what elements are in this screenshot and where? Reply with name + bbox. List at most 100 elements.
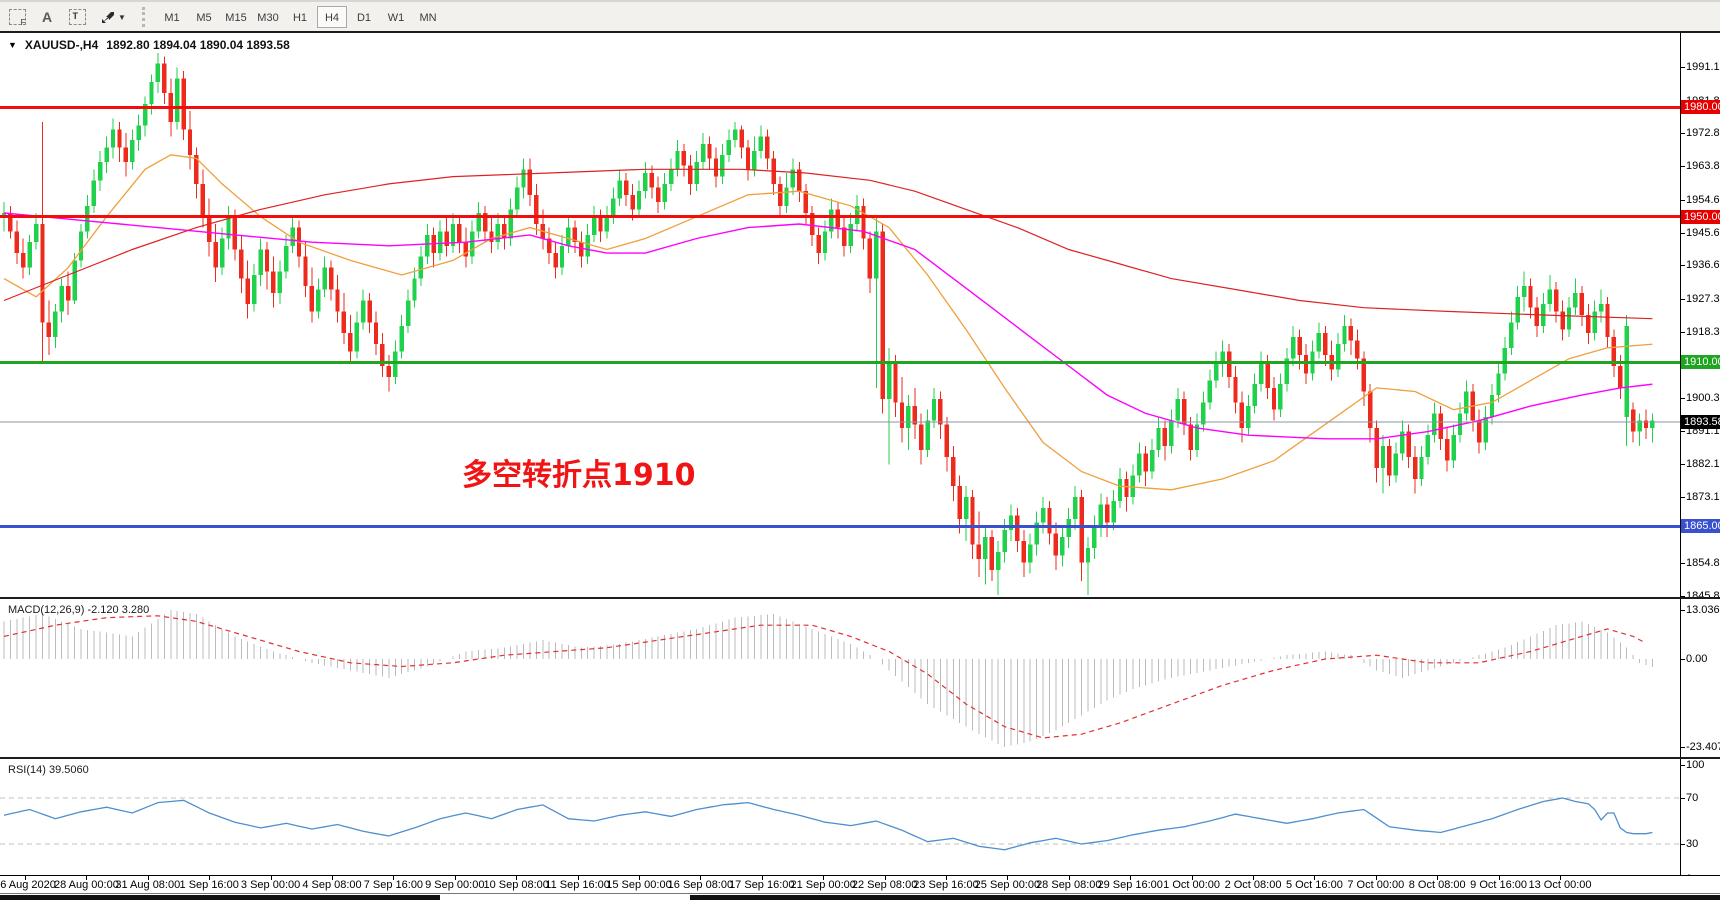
fibonacci-icon: F — [8, 9, 26, 27]
timeframe-button-m5[interactable]: M5 — [189, 6, 219, 28]
macd-panel: MACD(12,26,9) -2.120 3.280 13.036 0.00 -23… — [0, 597, 1720, 757]
time-tick-label: 29 Sep 16:00 — [1097, 879, 1163, 891]
time-tick-label: 9 Oct 16:00 — [1470, 879, 1528, 891]
text-label-icon: A — [41, 9, 53, 25]
macd-signal-line — [3, 615, 1647, 739]
price-level-badge: 1950.00 — [1681, 209, 1720, 224]
scrollbar-track-segment — [690, 895, 1720, 900]
timeframe-button-h1[interactable]: H1 — [285, 6, 315, 28]
macd-label: MACD(12,26,9) -2.120 3.280 — [8, 604, 150, 616]
chart-collapse-icon[interactable]: ▼ — [8, 40, 17, 50]
time-tick — [25, 876, 26, 880]
text-box-tool-button[interactable]: T — [64, 5, 90, 29]
price-tick-label: 1991.10 — [1681, 61, 1720, 73]
ma-mid-magenta — [3, 212, 1653, 440]
time-tick-label: 2 Oct 08:00 — [1224, 879, 1282, 891]
time-tick — [884, 876, 886, 880]
time-tick — [639, 876, 640, 880]
time-tick — [1191, 876, 1193, 880]
time-tick-label: 4 Sep 08:00 — [302, 879, 362, 891]
timeframe-button-d1[interactable]: D1 — [349, 6, 379, 28]
time-tick — [1437, 876, 1439, 880]
price-tick-label: 1972.85 — [1681, 127, 1720, 139]
chart-ohlc-values: 1892.80 1894.04 1890.04 1893.58 — [106, 38, 290, 52]
fibonacci-tool-button[interactable]: F — [4, 5, 30, 29]
time-tick-label: 10 Sep 08:00 — [483, 879, 549, 891]
price-axis[interactable]: 1991.101981.851972.851963.851954.601945.… — [1680, 33, 1720, 602]
time-tick-label: 1 Oct 00:00 — [1163, 879, 1221, 891]
rsi-line — [3, 797, 1653, 851]
price-tick-label: 1882.10 — [1681, 458, 1720, 470]
time-tick — [1253, 876, 1254, 880]
rsi-canvas[interactable] — [0, 759, 1680, 875]
price-tick-label: 1945.60 — [1681, 227, 1720, 239]
time-tick — [1560, 876, 1561, 880]
time-tick — [147, 876, 149, 880]
timeframe-button-mn[interactable]: MN — [413, 6, 443, 28]
time-tick-label: 16 Sep 08:00 — [667, 879, 734, 891]
rsi-tick-label: 70 — [1680, 792, 1699, 804]
macd-tick-label: -23.407 — [1680, 741, 1720, 753]
timeframe-button-h4[interactable]: H4 — [317, 6, 347, 28]
time-tick-label: 3 Sep 00:00 — [240, 879, 301, 891]
macd-tick-label: 0.00 — [1680, 653, 1708, 665]
timeframe-button-m30[interactable]: M30 — [253, 6, 283, 28]
price-tick-label: 1900.35 — [1681, 392, 1720, 404]
time-tick — [1375, 876, 1377, 880]
time-tick-label: 21 Sep 00:00 — [790, 879, 856, 891]
time-tick-label: 15 Sep 00:00 — [606, 879, 672, 891]
macd-axis[interactable]: 13.036 0.00 -23.407 — [1680, 599, 1720, 757]
macd-canvas[interactable] — [0, 599, 1680, 755]
toolbar-grip[interactable] — [142, 7, 150, 27]
time-tick — [454, 876, 456, 880]
time-tick-label: 22 Sep 08:00 — [851, 879, 918, 891]
price-level-badge: 1910.00 — [1681, 355, 1720, 370]
time-tick — [700, 876, 702, 880]
time-tick-label: 7 Sep 16:00 — [363, 879, 424, 891]
time-tick — [946, 876, 947, 880]
text-box-icon: T — [68, 9, 86, 25]
time-tick-label: 11 Sep 16:00 — [545, 879, 610, 891]
horizontal-scrollbar[interactable] — [0, 893, 1720, 900]
price-level-badge: 1865.00 — [1681, 519, 1720, 534]
time-axis[interactable]: 26 Aug 2020 28 Aug 00:00 31 Aug 08:00 1 Sep… — [0, 875, 1720, 894]
time-tick-label: 28 Sep 08:00 — [1036, 879, 1102, 891]
time-tick-label: 1 Sep 16:00 — [179, 879, 239, 891]
chart-annotation-text: 多空转折点1910 — [462, 458, 696, 493]
price-chart-canvas[interactable] — [0, 33, 1680, 595]
time-tick-label: 23 Sep 16:00 — [913, 879, 979, 891]
rsi-tick-label: 100 — [1680, 759, 1705, 771]
scrollbar-thumb[interactable] — [0, 895, 440, 900]
chart-title: ▼ XAUUSD-,H4 1892.80 1894.04 1890.04 189… — [8, 38, 290, 52]
time-tick — [577, 876, 579, 880]
price-tick-label: 1854.85 — [1681, 557, 1720, 569]
price-tick-label: 1936.60 — [1681, 259, 1720, 271]
toolbar: F A T ▼ M1 M5 M15 M30 H1 H4 D1 W1 MN — [0, 0, 1720, 33]
time-tick-label: 17 Sep 16:00 — [729, 879, 795, 891]
ma-fast-orange — [3, 154, 1653, 491]
rsi-tick-label: 30 — [1680, 838, 1699, 850]
timeframe-button-m1[interactable]: M1 — [157, 6, 187, 28]
ma-long-red — [3, 168, 1653, 320]
arrows-icon — [102, 12, 115, 23]
timeframe-button-w1[interactable]: W1 — [381, 6, 411, 28]
time-tick — [823, 876, 825, 880]
time-tick-label: 7 Oct 00:00 — [1347, 879, 1405, 891]
time-tick — [86, 876, 88, 880]
price-tick-label: 1918.35 — [1681, 326, 1720, 338]
time-tick-label: 26 Aug 2020 — [0, 879, 56, 891]
rsi-label: RSI(14) 39.5060 — [8, 764, 89, 776]
rsi-axis[interactable]: 10070300 — [1680, 759, 1720, 885]
price-level-badge: 1893.58 — [1681, 415, 1720, 430]
price-tick-label: 1963.85 — [1681, 160, 1720, 172]
time-tick-label: 13 Oct 00:00 — [1528, 879, 1592, 891]
price-tick-label: 1954.60 — [1681, 194, 1720, 206]
timeframe-button-m15[interactable]: M15 — [221, 6, 251, 28]
time-tick — [1007, 876, 1009, 880]
text-label-tool-button[interactable]: A — [34, 5, 60, 29]
time-tick-label: 9 Sep 00:00 — [425, 879, 485, 891]
time-tick-label: 25 Sep 00:00 — [974, 879, 1041, 891]
time-tick-label: 8 Oct 08:00 — [1408, 879, 1466, 891]
arrows-tool-button[interactable]: ▼ — [94, 5, 132, 29]
